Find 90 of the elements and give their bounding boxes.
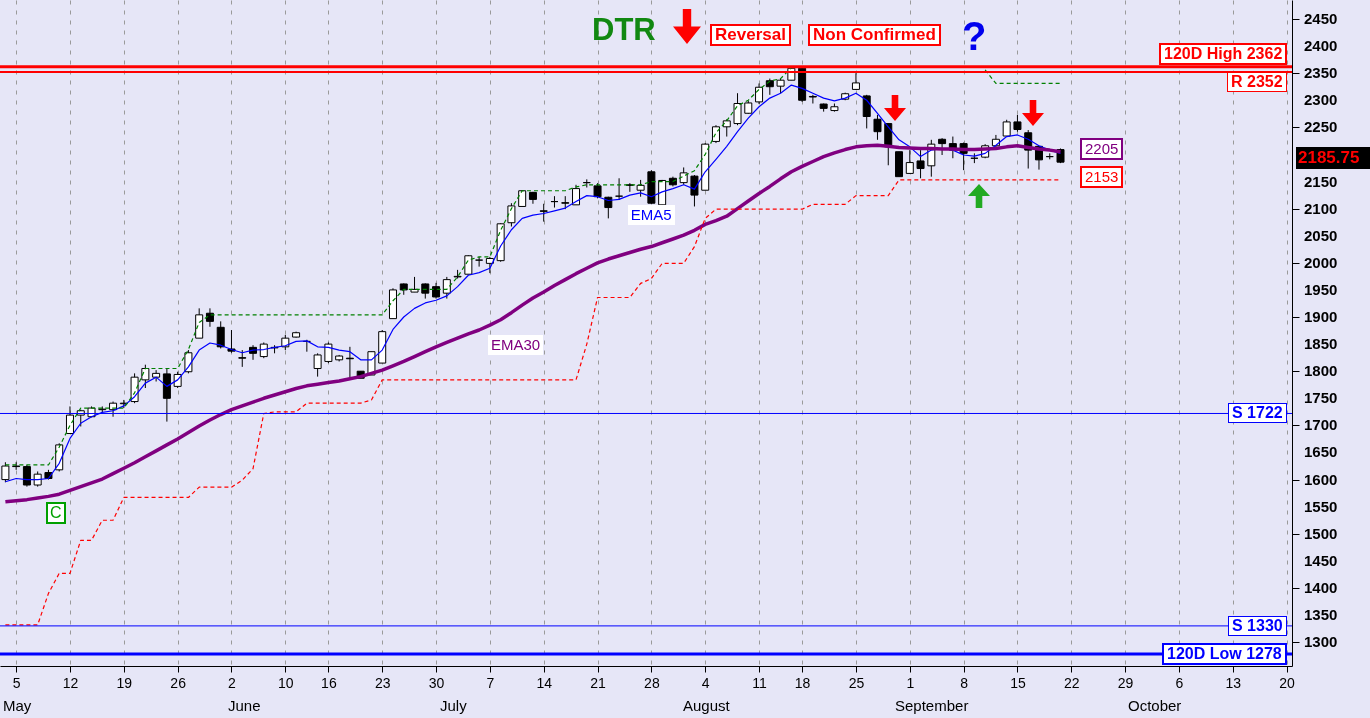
x-tick-label: 19 [116, 674, 133, 691]
annotation: ? [962, 14, 987, 58]
x-tick-label: 18 [794, 674, 811, 691]
series-label: EMA30 [487, 335, 544, 356]
candlestick [916, 149, 925, 179]
y-tick-label: 1600 [1304, 470, 1338, 488]
y-tick-label: 1650 [1304, 443, 1338, 461]
y-tick-label: 1500 [1304, 524, 1338, 542]
x-tick-label: 12 [62, 674, 79, 691]
text: September [895, 697, 969, 715]
y-tick-label: 2350 [1304, 64, 1338, 82]
x-tick-label: 16 [321, 674, 337, 691]
y-tick-label: 1400 [1304, 578, 1338, 596]
text: 2185.75 [1296, 147, 1370, 169]
x-tick-label: 22 [1063, 674, 1080, 691]
x-tick-label: 13 [1225, 674, 1242, 691]
text: August [683, 697, 730, 715]
annotation: DTR [592, 12, 656, 48]
ref-line-label: R 2352 [1227, 72, 1287, 93]
candlestick [464, 254, 473, 275]
y-tick-label: 2400 [1304, 37, 1338, 55]
candlestick [873, 114, 882, 141]
x-tick-label: 26 [170, 674, 187, 691]
annotation: C [46, 502, 66, 524]
ref-line-label: 120D Low 1278 [1162, 643, 1287, 666]
y-tick-label: 1850 [1304, 335, 1338, 353]
x-tick-label: 29 [1117, 674, 1134, 691]
data-label: 2153 [1080, 165, 1124, 188]
candlestick [141, 364, 150, 389]
candlestick [205, 307, 214, 328]
ref-line-label: S 1722 [1228, 403, 1287, 424]
candlestick [938, 137, 947, 156]
x-tick-label: 21 [590, 674, 607, 691]
y-tick-label: 2050 [1304, 226, 1338, 244]
x-tick-label: 30 [428, 674, 445, 691]
candlestick [216, 320, 225, 349]
series-label: EMA5 [627, 205, 675, 226]
ref-line-label: S 1330 [1228, 615, 1287, 636]
y-tick-label: 1350 [1304, 606, 1338, 624]
x-tick-label: 1 [906, 674, 915, 691]
y-tick-label: 1450 [1304, 551, 1338, 569]
y-tick-label: 2100 [1304, 199, 1338, 217]
y-tick-label: 1550 [1304, 497, 1338, 515]
x-tick-label: 7 [486, 674, 495, 691]
candlestick [1, 461, 10, 483]
y-tick-label: 1300 [1304, 633, 1338, 651]
y-tick-label: 2000 [1304, 253, 1338, 271]
candlestick [808, 94, 817, 104]
candlestick [442, 276, 451, 300]
candlestick [324, 341, 333, 364]
x-tick-label: 11 [752, 674, 768, 691]
x-tick-label: 25 [848, 674, 865, 691]
y-tick-label: 1750 [1304, 389, 1338, 407]
x-tick-label: 15 [1010, 674, 1026, 691]
ref-line-label: 120D High 2362 [1159, 42, 1288, 65]
annotation: Non Confirmed [808, 24, 941, 46]
candlestick [195, 307, 204, 339]
y-tick-label: 1950 [1304, 280, 1338, 298]
x-tick-label: 6 [1175, 674, 1184, 691]
annotation: Reversal [710, 24, 791, 46]
y-tick-label: 2450 [1304, 9, 1338, 27]
y-tick-label: 2150 [1304, 172, 1338, 190]
candlestick [733, 92, 742, 126]
text: October [1128, 697, 1182, 715]
data-label: 2205 [1080, 137, 1124, 160]
x-tick-label: 14 [536, 674, 553, 691]
x-tick-label: 8 [960, 674, 969, 691]
y-tick-label: 1700 [1304, 416, 1338, 434]
candlestick [475, 256, 484, 268]
text: June [228, 697, 261, 715]
text: May [3, 697, 32, 715]
y-tick-label: 1800 [1304, 362, 1338, 380]
candlestick [851, 72, 860, 91]
x-tick-label: 5 [12, 674, 21, 691]
y-tick-label: 2250 [1304, 118, 1338, 136]
x-tick-label: 2 [228, 674, 237, 691]
x-tick-label: 20 [1279, 674, 1296, 691]
candlestick [905, 149, 914, 174]
x-tick-label: 23 [374, 674, 391, 691]
text: July [440, 697, 467, 715]
candlestick [313, 352, 322, 378]
x-tick-label: 28 [644, 674, 660, 691]
candlestick [755, 82, 764, 105]
candlestick [690, 174, 699, 207]
x-tick-label: 10 [278, 674, 294, 691]
candlestick [152, 369, 161, 382]
y-tick-label: 2300 [1304, 91, 1338, 109]
x-tick-label: 4 [701, 674, 710, 691]
y-tick-label: 1900 [1304, 308, 1338, 326]
candlestick [65, 405, 74, 435]
